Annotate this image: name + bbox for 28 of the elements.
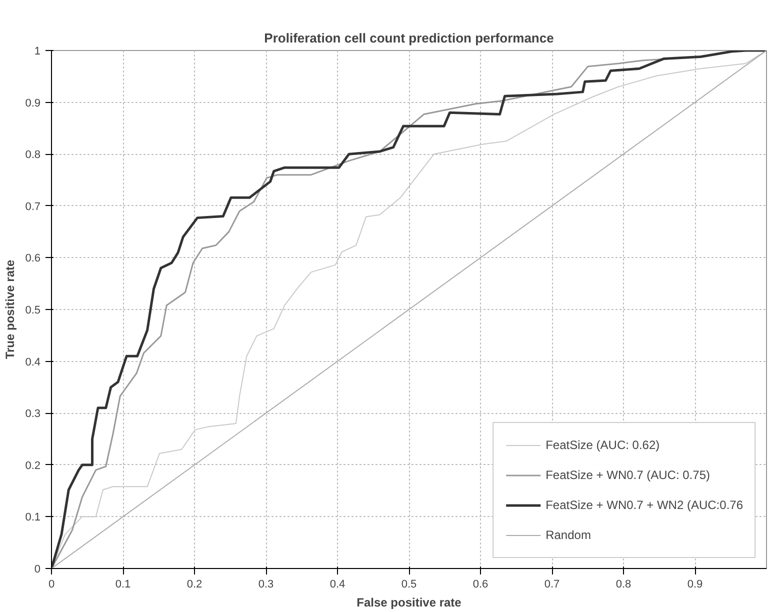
y-tick-label: 0.2: [25, 460, 41, 472]
x-tick-label: 0.5: [401, 578, 417, 590]
x-tick-label: 0.8: [616, 578, 632, 590]
legend-label: FeatSize + WN0.7 + WN2 (AUC:0.76: [546, 498, 743, 512]
y-tick-label: 1: [34, 46, 41, 58]
y-tick-label: 0.5: [25, 304, 41, 316]
chart-title: Proliferation cell count prediction performance: [264, 30, 554, 46]
y-tick-label: 0.4: [25, 356, 41, 368]
x-tick-label: 0.9: [687, 578, 703, 590]
y-axis-title: True positive rate: [3, 259, 18, 360]
x-tick-label: 0.4: [330, 578, 346, 590]
legend-label: FeatSize (AUC: 0.62): [546, 438, 660, 452]
x-axis-title: False positive rate: [356, 596, 462, 610]
x-tick-label: 0.1: [115, 578, 131, 590]
legend-label: Random: [546, 528, 591, 542]
y-tick-label: 0.6: [25, 252, 41, 265]
y-tick-label: 0: [34, 564, 41, 576]
x-tick-label: 0.3: [258, 578, 274, 590]
y-tick-label: 0.7: [25, 200, 41, 213]
y-tick-label: 0.8: [25, 149, 41, 162]
y-tick-label: 0.1: [25, 512, 41, 524]
x-tick-label: 0.6: [472, 578, 488, 590]
legend-label: FeatSize + WN0.7 (AUC: 0.75): [546, 468, 710, 482]
x-tick-label: 0.2: [186, 578, 202, 590]
y-tick-label: 0.9: [25, 97, 41, 110]
x-tick-label: 0.7: [544, 578, 560, 590]
x-tick-label: 0: [48, 578, 55, 590]
y-tick-label: 0.3: [25, 408, 41, 420]
